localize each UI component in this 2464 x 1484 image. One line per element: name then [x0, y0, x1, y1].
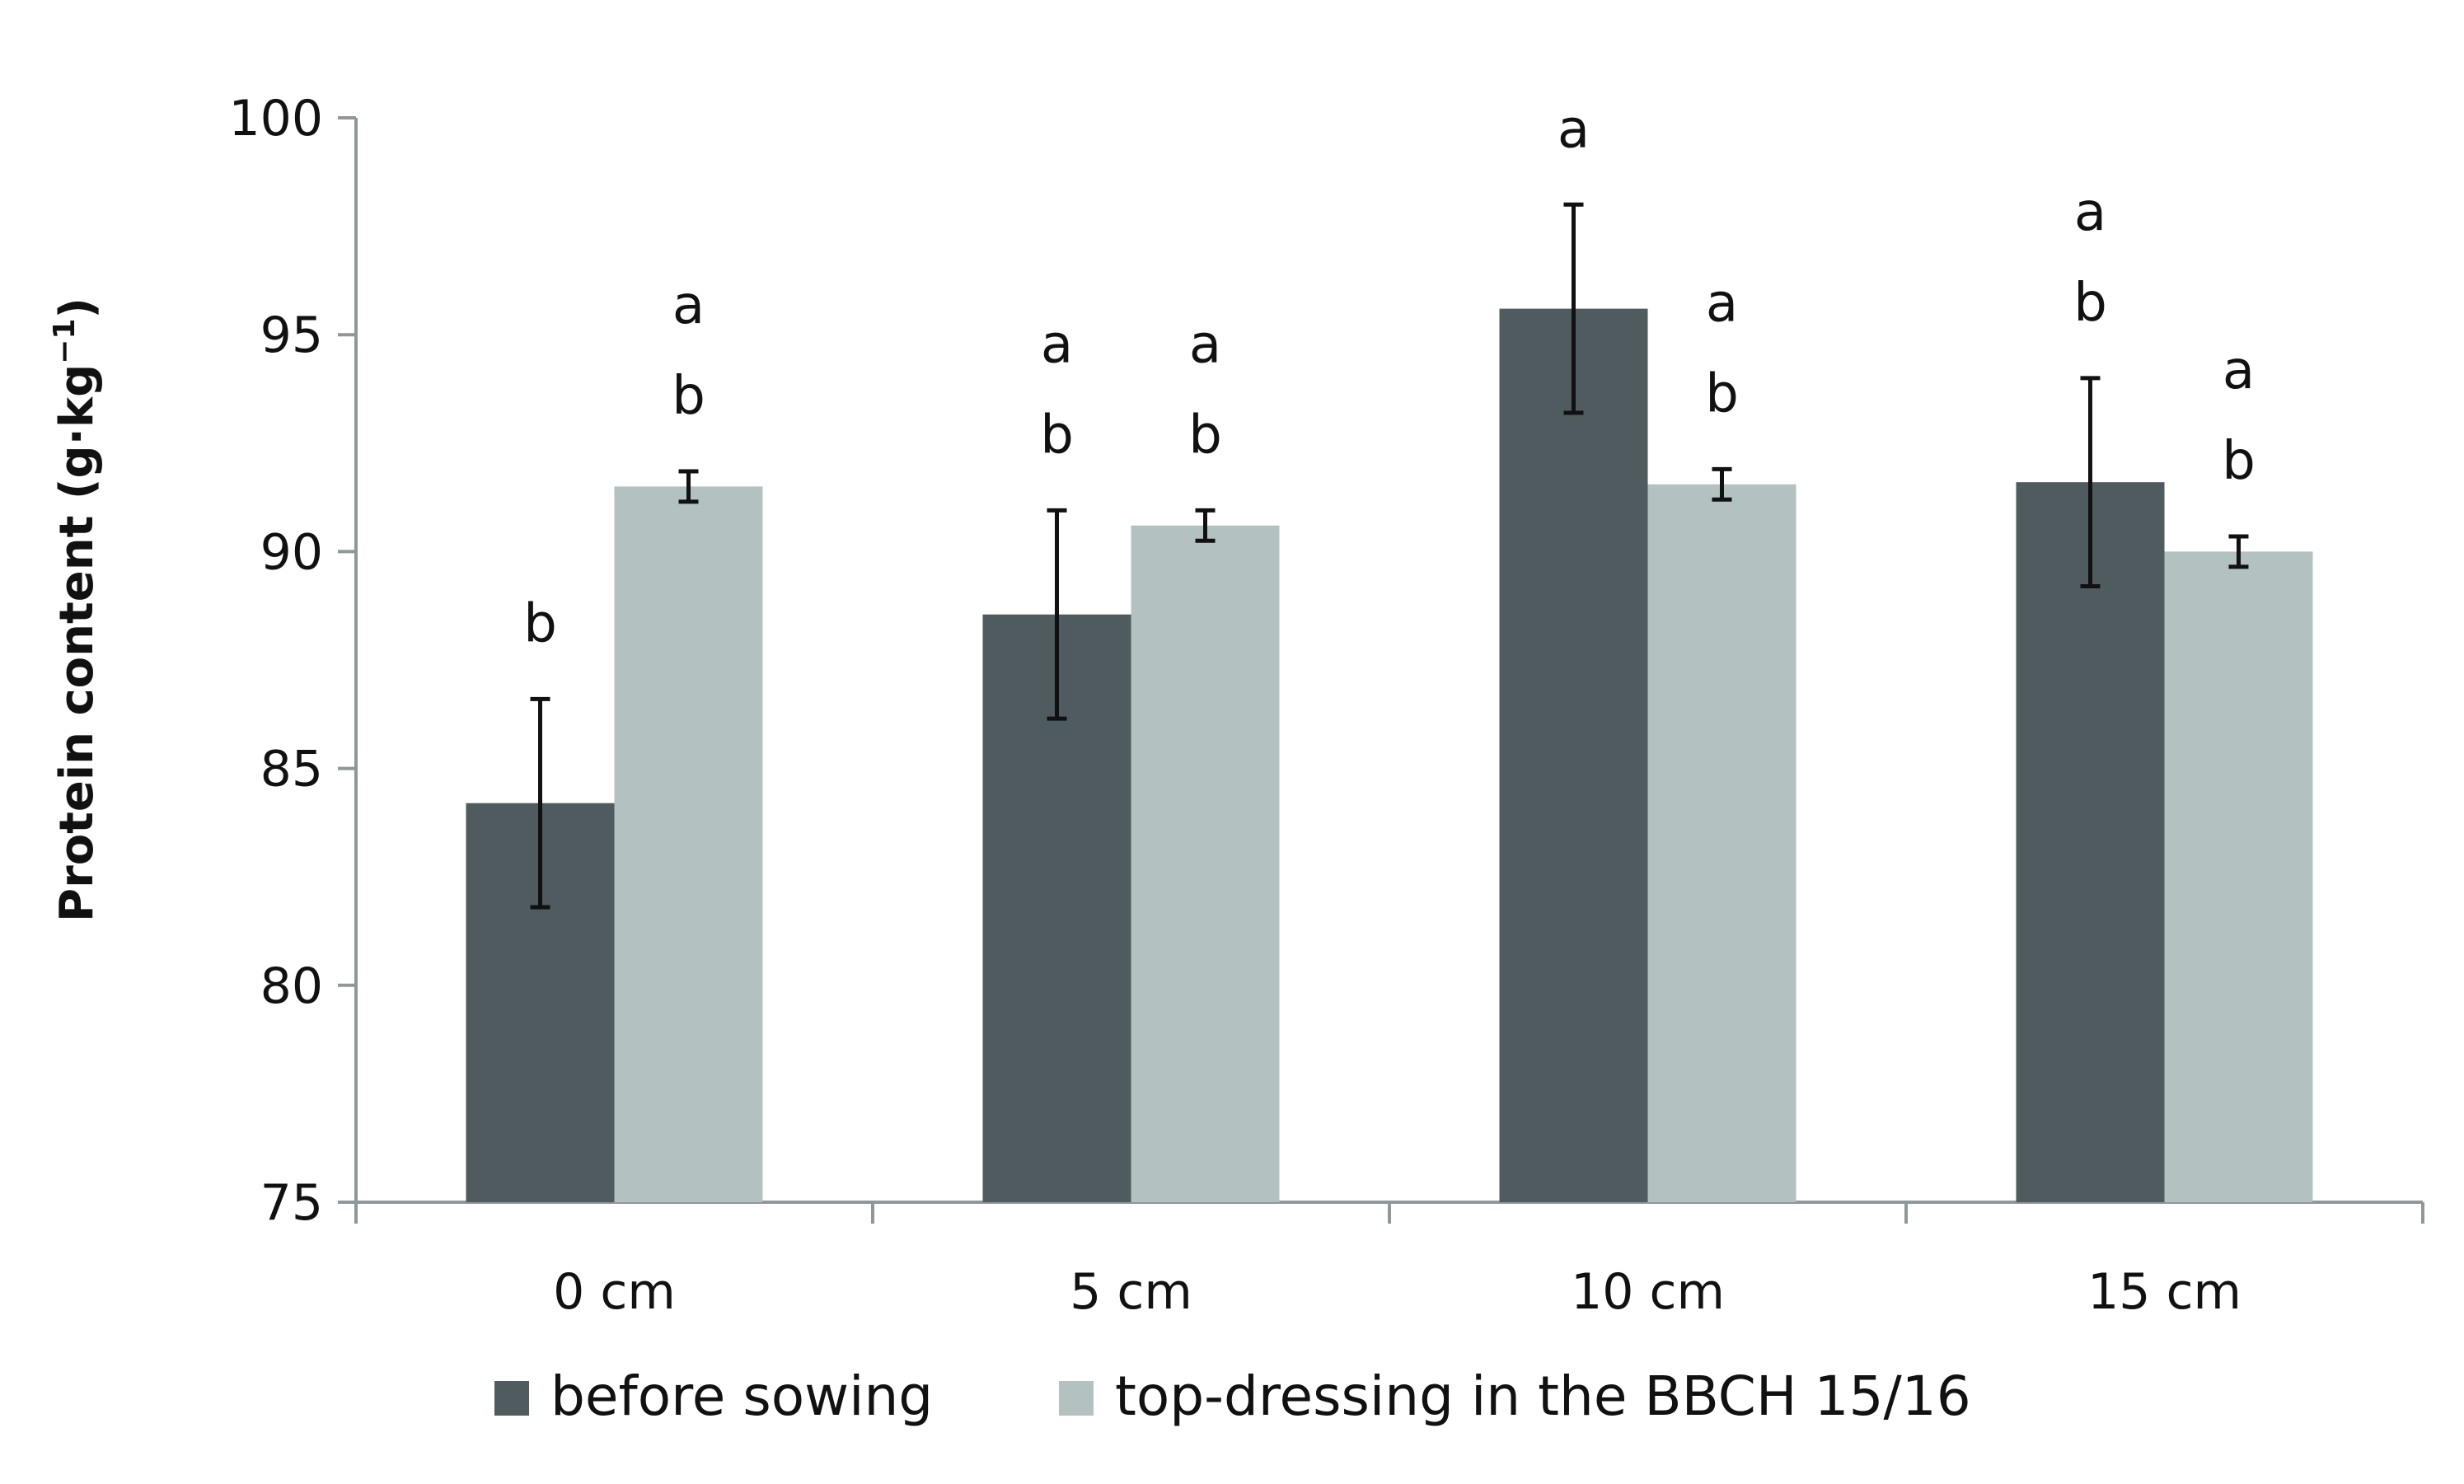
bar	[2164, 551, 2313, 1202]
y-axis-title-superscript: −1	[48, 319, 82, 364]
significance-letter: b	[523, 593, 557, 654]
y-tick-label: 90	[260, 523, 323, 581]
y-tick-label: 85	[260, 741, 323, 798]
y-axis-title: Protein content (g·kg−1)	[48, 297, 104, 922]
y-tick-label: 100	[228, 90, 323, 147]
significance-letter: a	[1558, 99, 1590, 160]
bar	[1499, 308, 1648, 1203]
x-tick-label: 5 cm	[1070, 1263, 1192, 1321]
significance-letter: b	[2222, 431, 2256, 492]
significance-letter: a	[1706, 273, 1738, 334]
significance-letter: a	[1041, 314, 1073, 375]
axes: 75 80 85 90 95 100 0 cm 5 cm 10 cm 15 cm	[228, 90, 2424, 1321]
legend-label: top-dressing in the BBCH 15/16	[1115, 1365, 1971, 1428]
bar	[1647, 484, 1796, 1202]
significance-letter: b	[1040, 405, 1074, 466]
y-tick-label: 75	[260, 1174, 323, 1232]
legend-label: before sowing	[550, 1365, 933, 1428]
bar	[614, 486, 763, 1202]
y-axis-title-main: Protein content (g·kg	[50, 364, 104, 922]
significance-letter: b	[672, 366, 705, 427]
legend-swatch	[494, 1381, 529, 1416]
y-axis-label: Protein content (g·kg−1)	[48, 297, 104, 922]
error-bars	[530, 202, 2249, 910]
significance-letter: b	[2073, 273, 2107, 334]
legend: before sowing top-dressing in the BBCH 15…	[494, 1365, 1971, 1428]
bars	[466, 308, 2313, 1203]
significance-letter: a	[2074, 182, 2106, 243]
significance-letter: b	[1188, 405, 1222, 466]
bar	[1131, 525, 1280, 1202]
x-tick-label: 15 cm	[2087, 1263, 2241, 1321]
significance-letter: b	[1705, 363, 1739, 424]
y-tick-label: 80	[260, 957, 323, 1015]
y-axis-title-close: )	[50, 297, 104, 319]
significance-letter: a	[1189, 314, 1221, 375]
x-tick-label: 10 cm	[1571, 1263, 1725, 1321]
bar	[2016, 482, 2165, 1202]
legend-swatch	[1059, 1381, 1094, 1416]
significance-letter: a	[672, 275, 705, 336]
y-tick-label: 95	[260, 307, 323, 364]
significance-letter: a	[2223, 340, 2255, 401]
x-tick-label: 0 cm	[553, 1263, 676, 1321]
